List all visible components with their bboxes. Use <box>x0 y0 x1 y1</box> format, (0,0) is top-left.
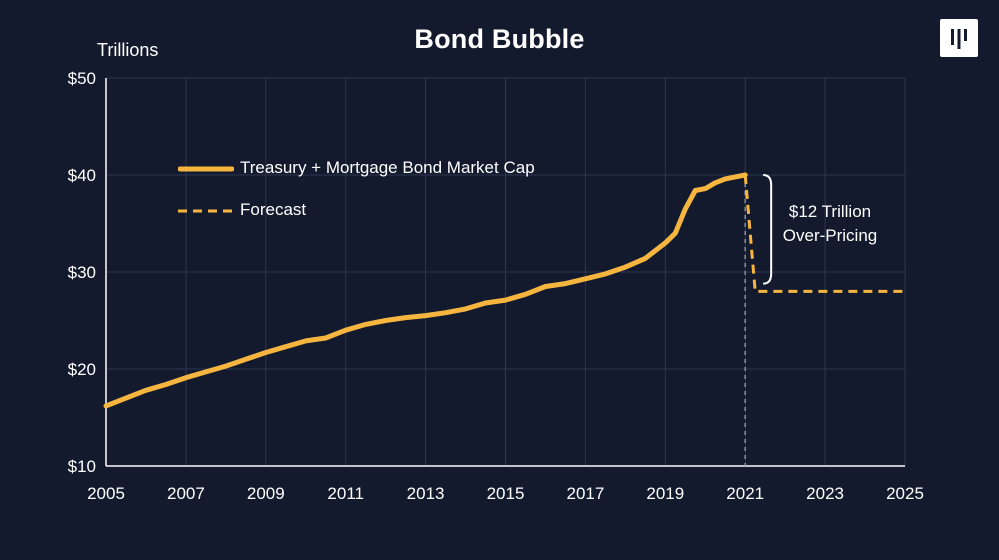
annotation-line-1: $12 Trillion <box>788 202 872 221</box>
chart-title: Bond Bubble <box>414 24 585 54</box>
x-tick-label: 2015 <box>487 484 525 503</box>
x-tick-label: 2005 <box>87 484 125 503</box>
x-tick-label: 2011 <box>327 484 364 503</box>
x-tick-label: 2023 <box>806 484 844 503</box>
x-tick-label: 2019 <box>646 484 684 503</box>
y-tick-label: $10 <box>68 457 96 476</box>
brand-logo-icon <box>940 19 978 57</box>
annotation-line-2: Over-Pricing <box>782 226 878 245</box>
x-tick-label: 2017 <box>566 484 604 503</box>
forecast-series-line <box>743 174 905 293</box>
y-tick-label: $30 <box>68 263 96 282</box>
x-tick-label: 2013 <box>407 484 445 503</box>
legend-label-actual: Treasury + Mortgage Bond Market Cap <box>240 158 535 177</box>
dashed-line-swatch-icon <box>178 209 234 213</box>
x-tick-label: 2009 <box>247 484 285 503</box>
market-cap-series-line <box>103 172 748 409</box>
over-pricing-annotation: $12 Trillion Over-Pricing <box>780 200 880 248</box>
solid-line-swatch-icon <box>178 166 234 172</box>
legend-label-forecast: Forecast <box>240 200 307 219</box>
y-tick-label: $20 <box>68 360 96 379</box>
y-tick-label: $50 <box>68 69 96 88</box>
x-tick-label: 2025 <box>886 484 924 503</box>
x-tick-label: 2021 <box>726 484 764 503</box>
y-axis-unit-label: Trillions <box>97 40 159 60</box>
y-tick-label: $40 <box>68 166 96 185</box>
x-tick-label: 2007 <box>167 484 205 503</box>
over-pricing-bracket <box>763 174 773 285</box>
